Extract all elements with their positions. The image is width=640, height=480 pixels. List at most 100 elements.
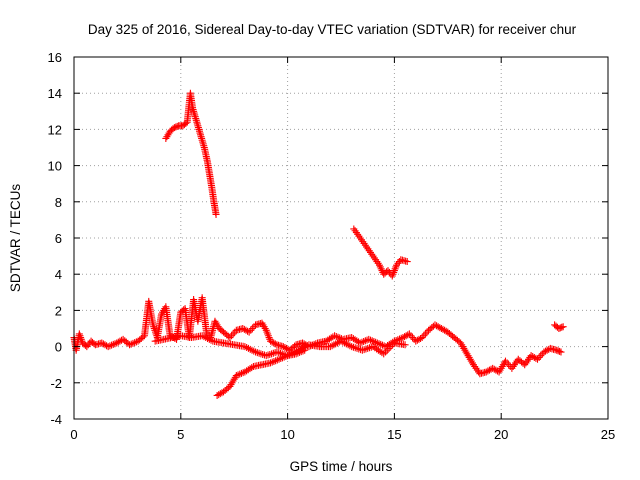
data-point xyxy=(372,338,380,346)
data-point xyxy=(301,343,309,351)
data-point xyxy=(378,349,386,357)
data-point xyxy=(228,332,236,340)
data-point xyxy=(330,341,338,349)
series-band-main xyxy=(70,294,565,378)
data-point xyxy=(401,341,409,349)
y-tick-label: -4 xyxy=(50,412,62,427)
data-point xyxy=(244,344,252,352)
data-point xyxy=(182,119,190,127)
data-point xyxy=(362,345,370,353)
data-point xyxy=(376,347,384,355)
data-point xyxy=(129,339,137,347)
data-point xyxy=(287,350,295,358)
data-point xyxy=(421,330,429,338)
series-arc-mid xyxy=(350,225,411,280)
data-point xyxy=(106,342,114,350)
data-point xyxy=(272,357,280,365)
data-point xyxy=(237,369,245,377)
data-point xyxy=(205,335,213,343)
series-short-arc xyxy=(551,321,567,332)
data-point xyxy=(356,339,364,347)
data-point xyxy=(377,340,385,348)
data-point xyxy=(334,333,342,341)
data-point xyxy=(367,343,375,351)
data-point xyxy=(207,336,215,344)
data-points xyxy=(70,89,567,399)
data-point xyxy=(246,345,254,353)
y-tick-label: 8 xyxy=(55,195,62,210)
data-point xyxy=(250,347,258,355)
data-point xyxy=(241,343,249,351)
x-tick-label: 5 xyxy=(177,427,184,442)
data-point xyxy=(358,346,366,354)
data-point xyxy=(150,323,158,331)
axis-ticks: 0 5 10 15 20 25 -4 -2 0 2 4 6 8 10 12 14 16 xyxy=(48,50,616,442)
data-point xyxy=(346,342,354,350)
data-point xyxy=(332,332,340,340)
data-point xyxy=(268,358,276,366)
data-point xyxy=(331,332,339,340)
data-point xyxy=(273,348,281,356)
data-point xyxy=(262,352,270,360)
data-point xyxy=(300,344,308,352)
x-tick-label: 20 xyxy=(494,427,508,442)
data-point xyxy=(364,344,372,352)
data-point xyxy=(248,346,256,354)
y-tick-label: 12 xyxy=(48,122,62,137)
data-point xyxy=(298,344,306,352)
data-point xyxy=(374,346,382,354)
data-point xyxy=(333,339,341,347)
data-point xyxy=(358,338,366,346)
data-point xyxy=(234,371,242,379)
data-point xyxy=(532,354,540,362)
data-point xyxy=(556,347,564,355)
data-point xyxy=(332,340,340,348)
data-point xyxy=(259,350,267,358)
data-point xyxy=(558,323,566,331)
x-tick-label: 0 xyxy=(70,427,77,442)
data-point xyxy=(351,344,359,352)
data-point xyxy=(198,332,206,340)
data-point xyxy=(104,343,112,351)
data-point xyxy=(415,335,423,343)
data-point xyxy=(382,348,389,356)
data-point xyxy=(255,349,263,357)
data-point xyxy=(326,343,334,351)
y-tick-label: -2 xyxy=(50,376,62,391)
data-point xyxy=(200,333,208,341)
data-point xyxy=(559,323,567,331)
data-point xyxy=(337,337,345,345)
data-point xyxy=(370,338,378,346)
data-point xyxy=(360,346,368,354)
data-point xyxy=(296,345,304,353)
data-point xyxy=(243,344,251,352)
data-point xyxy=(253,349,261,357)
data-point xyxy=(404,331,412,339)
x-tick-label: 25 xyxy=(601,427,615,442)
data-point xyxy=(247,326,255,334)
data-point xyxy=(360,338,368,346)
data-point xyxy=(403,258,411,266)
data-point xyxy=(275,349,283,357)
data-point xyxy=(289,349,297,357)
data-point xyxy=(294,346,302,354)
data-point xyxy=(341,339,349,347)
data-point xyxy=(355,345,363,353)
data-point xyxy=(216,390,224,398)
data-point xyxy=(371,344,379,352)
x-tick-label: 10 xyxy=(280,427,294,442)
data-point xyxy=(266,350,274,358)
data-point xyxy=(236,370,244,378)
data-point xyxy=(535,353,543,361)
data-point xyxy=(293,347,300,355)
data-point xyxy=(291,348,299,356)
y-tick-label: 16 xyxy=(48,50,62,65)
data-point xyxy=(270,357,278,365)
y-axis-label: SDTVAR / TECUs xyxy=(8,184,23,293)
series-arc-high xyxy=(162,89,220,218)
y-tick-label: 2 xyxy=(55,303,62,318)
data-point xyxy=(248,364,256,372)
x-tick-label: 15 xyxy=(387,427,401,442)
data-point xyxy=(275,355,283,363)
y-tick-label: 4 xyxy=(55,267,62,282)
